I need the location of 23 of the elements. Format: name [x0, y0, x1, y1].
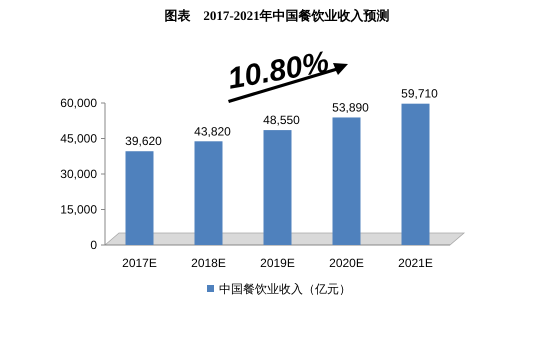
data-label: 39,620	[125, 134, 162, 148]
text: 10.80%	[225, 46, 332, 96]
bar	[194, 141, 222, 245]
bar	[332, 117, 360, 245]
data-label: 59,710	[401, 86, 438, 101]
data-label: 48,550	[263, 113, 300, 128]
chart-title: 图表 2017-2021年中国餐饮业收入预测	[164, 8, 390, 23]
y-tick-label: 15,000	[60, 202, 98, 216]
x-tick-label: 2020E	[329, 256, 364, 270]
y-tick-label: 0	[90, 238, 98, 252]
x-tick-label: 2019E	[260, 256, 295, 270]
x-tick-label: 2021E	[398, 256, 433, 270]
bar	[126, 151, 154, 245]
y-tick-label: 60,000	[60, 96, 98, 110]
data-label: 43,820	[194, 124, 232, 138]
x-tick-label: 2017E	[122, 256, 157, 270]
y-tick-label: 45,000	[60, 132, 98, 146]
bar	[264, 130, 292, 245]
data-label: 53,890	[332, 100, 370, 114]
y-tick-label: 30,000	[60, 167, 98, 181]
x-tick-label: 2018E	[191, 256, 226, 270]
legend-label: 中国餐饮业收入（亿元）	[219, 282, 351, 296]
bar	[402, 104, 430, 245]
